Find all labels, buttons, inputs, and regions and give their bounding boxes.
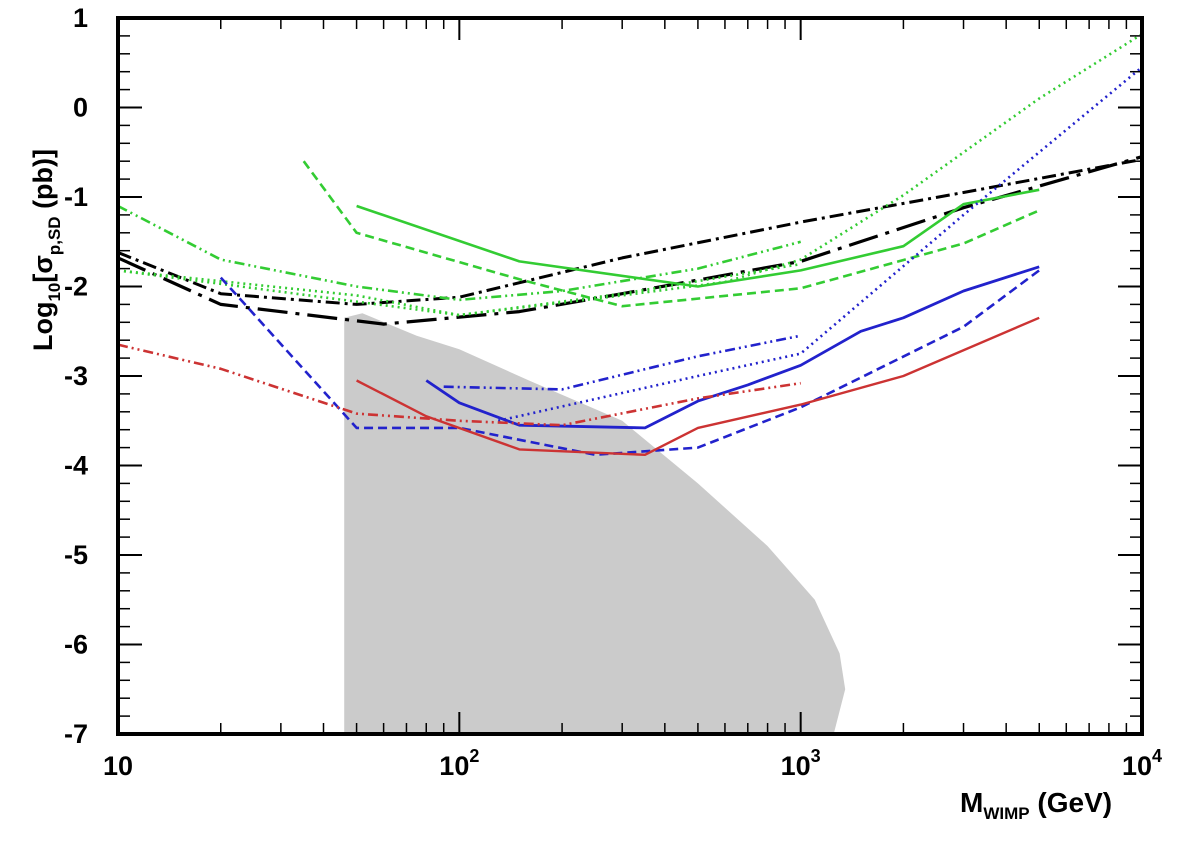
y-tick-label: 0	[73, 93, 88, 123]
y-tick-label: -2	[64, 272, 88, 302]
y-tick-label: -6	[64, 630, 88, 660]
y-tick-label: -7	[64, 719, 88, 749]
y-tick-label: -4	[64, 451, 88, 481]
y-tick-label: 1	[73, 3, 88, 33]
chart-canvas: 10-1-2-3-4-5-6-710 102 103 104 MWIMP (GeV) …	[0, 0, 1184, 842]
x-axis-title: MWIMP (GeV)	[960, 787, 1112, 823]
y-tick-label: -5	[64, 540, 88, 570]
x-tick-label: 10	[103, 751, 133, 781]
y-tick-label: -3	[64, 361, 88, 391]
y-tick-label: -1	[64, 182, 88, 212]
